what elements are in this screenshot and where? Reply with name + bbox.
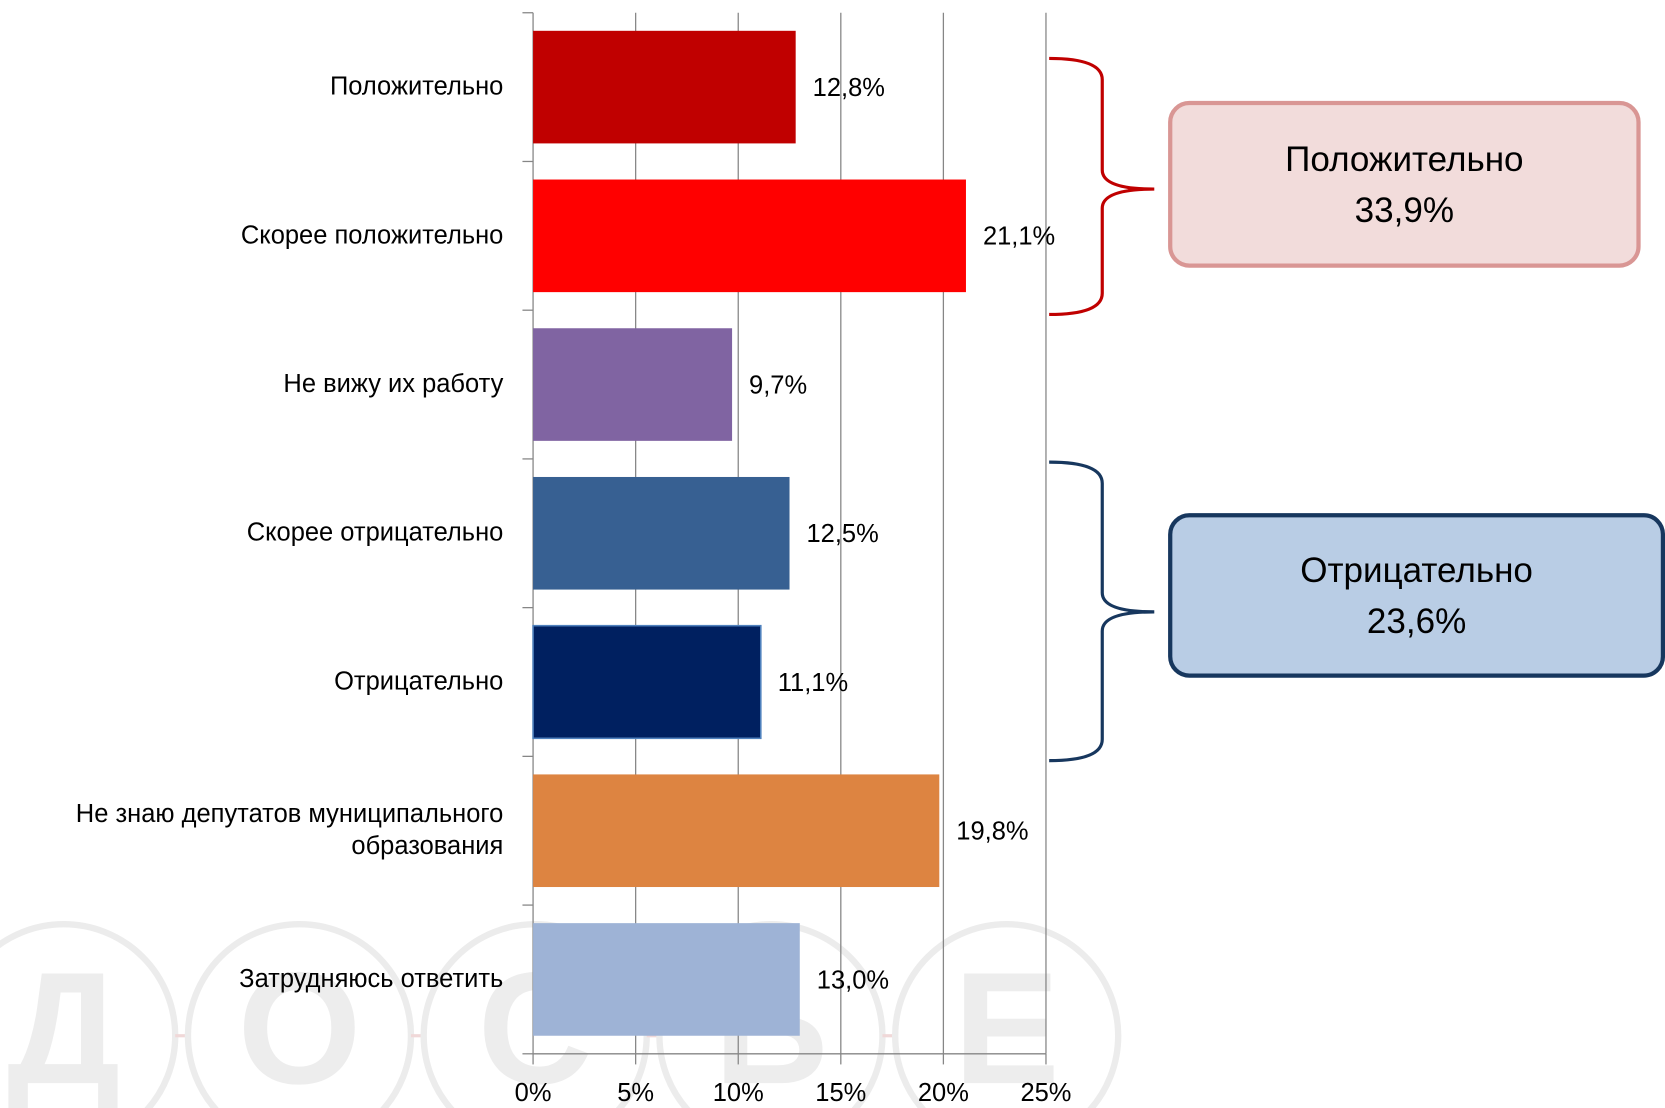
bar (532, 624, 762, 740)
annotation-value: 23,6% (1366, 600, 1467, 641)
annotation-label: Отрицательно (1300, 549, 1533, 590)
bracket (1049, 460, 1155, 763)
x-tick-label: 5% (617, 1079, 654, 1107)
value-label: 19,8% (956, 818, 1028, 846)
value-label: 13,0% (817, 966, 889, 994)
value-label: 11,1% (778, 669, 848, 697)
category-label: Скорее положительно (240, 220, 504, 250)
annotation-box: Положительно 33,9% (1168, 100, 1641, 268)
value-label: 12,5% (807, 520, 879, 548)
annotation-box: Отрицательно 23,6% (1168, 513, 1665, 678)
category-label: Не вижу их работу (283, 369, 504, 399)
value-label: 12,8% (813, 74, 885, 102)
bar (533, 328, 733, 441)
x-tick-label: 10% (713, 1079, 764, 1107)
category-label: Затрудняюсь ответить (239, 964, 504, 994)
watermark-letter: О (238, 939, 362, 1108)
watermark-letter: Е (954, 939, 1060, 1108)
watermark-letter: Д (7, 939, 120, 1108)
value-label: 21,1% (983, 223, 1055, 251)
category-label: Не знаю депутатов муниципального образов… (75, 799, 504, 861)
bracket (1049, 56, 1155, 317)
x-tick-label: 20% (918, 1079, 969, 1107)
category-label: Положительно (329, 72, 504, 101)
bar (533, 30, 796, 144)
bar (533, 179, 966, 293)
category-label: Скорее отрицательно (246, 518, 504, 548)
bar (533, 923, 800, 1036)
x-tick-label: 15% (815, 1079, 866, 1107)
value-label: 9,7% (749, 371, 807, 399)
watermark-circle (892, 921, 1122, 1108)
x-tick-label: 25% (1020, 1079, 1071, 1107)
annotation-label: Положительно (1285, 138, 1524, 178)
x-tick-label: 0% (515, 1079, 552, 1107)
annotation-value: 33,9% (1354, 189, 1455, 229)
bar (533, 476, 790, 590)
category-label: Отрицательно (334, 667, 504, 696)
bar (533, 774, 940, 888)
